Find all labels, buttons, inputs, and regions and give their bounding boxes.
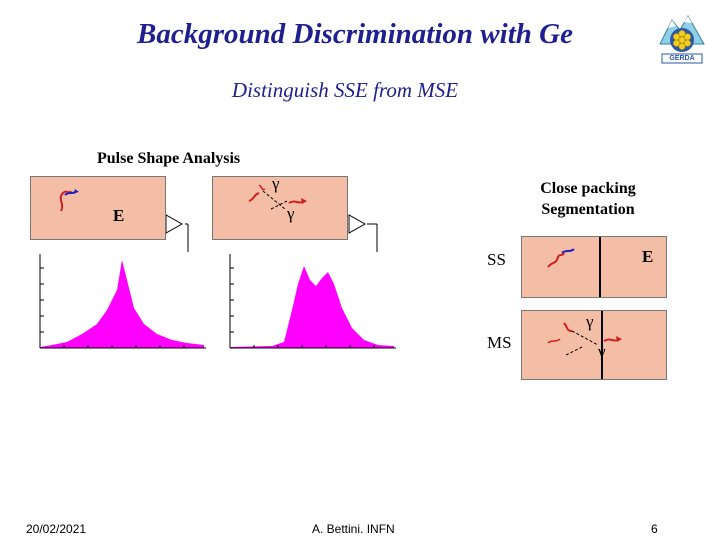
psa-multi-site-panel bbox=[212, 176, 348, 240]
gamma-label-ms-2: γ bbox=[598, 342, 606, 361]
logo-text: GERDA bbox=[669, 55, 695, 62]
slide-subtitle: Distinguish SSE from MSE bbox=[231, 78, 459, 102]
multi-site-event-icon bbox=[248, 184, 307, 210]
energy-label-segmentation: E bbox=[642, 247, 654, 266]
slide-number: 6 bbox=[651, 522, 658, 536]
gamma-label-psa-1: γ bbox=[272, 174, 280, 193]
slide-title: Background Discrimination with Ge bbox=[137, 18, 573, 50]
single-site-event-icon bbox=[59, 189, 79, 212]
psa-histogram-single-site bbox=[22, 250, 210, 370]
section-title: Pulse Shape Analysis bbox=[97, 150, 241, 167]
energy-label-psa: E bbox=[113, 206, 125, 225]
gamma-label-ms-1: γ bbox=[586, 312, 594, 331]
segmented-multi-site-icon bbox=[547, 307, 622, 383]
ms-label: MS bbox=[487, 333, 512, 352]
ss-label: SS bbox=[487, 250, 506, 269]
segmentation-multi-site-panel bbox=[521, 307, 667, 383]
footer-author: A. Bettini. INFN bbox=[312, 522, 395, 536]
segmentation-single-site-panel bbox=[521, 233, 667, 301]
segmentation-label: Close packing Segmentation bbox=[540, 180, 636, 218]
psa-single-site-panel bbox=[30, 176, 166, 240]
psa-histogram-multi-site bbox=[212, 250, 400, 370]
gamma-label-psa-2: γ bbox=[287, 204, 295, 223]
footer-date: 20/02/2021 bbox=[26, 522, 87, 536]
segmented-single-site-icon bbox=[547, 233, 601, 301]
gerda-logo: GERDA bbox=[658, 10, 706, 64]
